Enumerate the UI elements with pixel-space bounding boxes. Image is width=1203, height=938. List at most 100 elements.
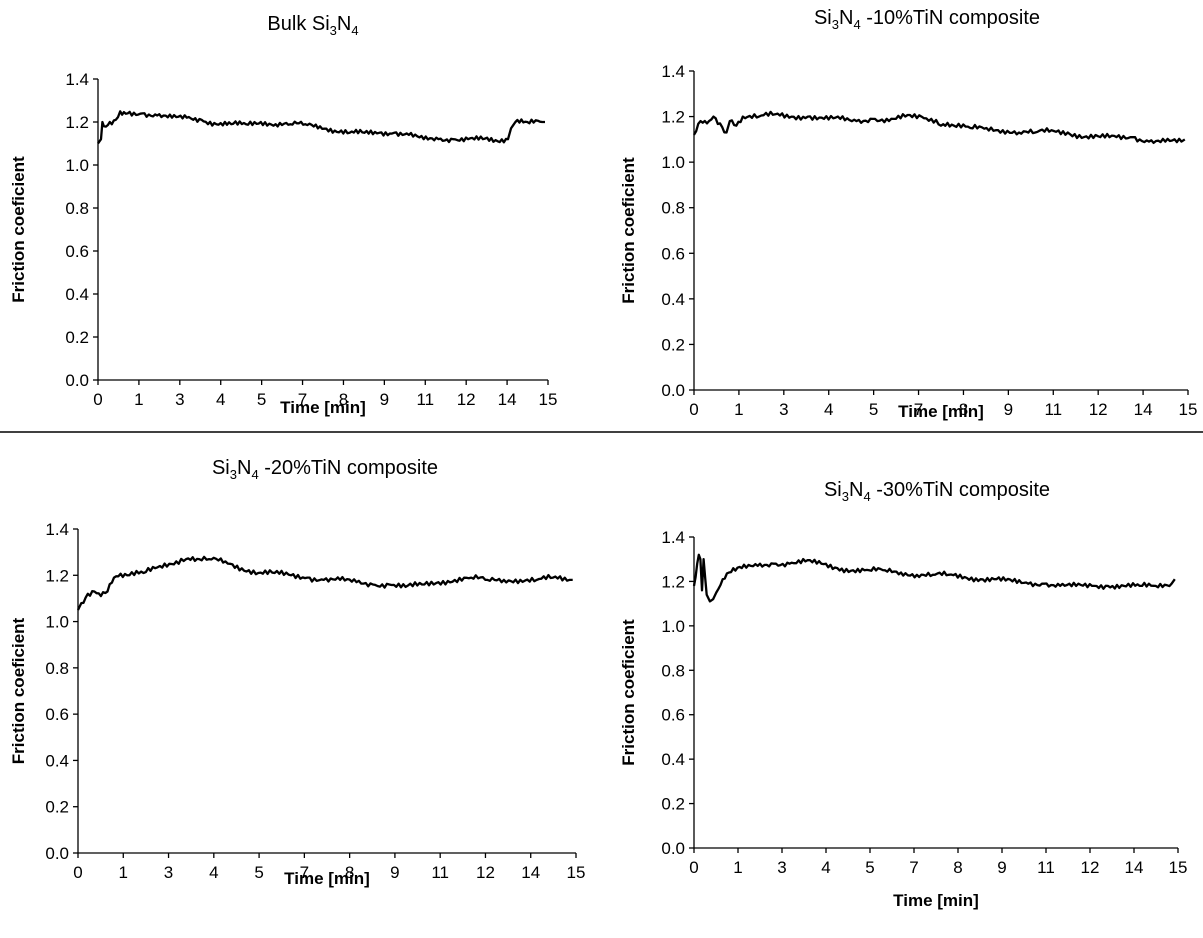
title-part: N	[237, 457, 251, 479]
x-tick-label: 12	[457, 390, 476, 409]
y-tick-label: 0.6	[65, 242, 89, 261]
y-tick-label: 0.8	[45, 659, 69, 678]
x-tick-label: 5	[869, 400, 878, 419]
series-line	[692, 553, 1176, 603]
chart-title: Si3N4 -10%TiN composite	[814, 7, 1040, 32]
chart-title: Si3N4 -30%TiN composite	[824, 479, 1050, 504]
title-part: N	[839, 7, 853, 29]
x-tick-label: 8	[345, 863, 354, 882]
x-tick-label: 7	[914, 400, 923, 419]
title-subscript: 3	[842, 489, 849, 504]
x-tick-label: 8	[339, 390, 348, 409]
x-tick-label: 8	[953, 858, 962, 877]
chart-title: Bulk Si3N4	[267, 13, 358, 38]
chart-panel-30-tin: Si3N4 -30%TiN composite0.00.20.40.60.81.…	[619, 479, 1187, 910]
x-tick-label: 1	[119, 863, 128, 882]
y-tick-label: 0.2	[45, 798, 69, 817]
x-tick-label: 5	[257, 390, 266, 409]
x-tick-label: 14	[521, 863, 540, 882]
title-part: -20%TiN composite	[259, 457, 438, 479]
series-line	[693, 110, 1186, 145]
y-tick-label: 1.4	[65, 70, 89, 89]
x-tick-label: 9	[380, 390, 389, 409]
x-tick-label: 11	[1037, 858, 1055, 877]
y-tick-label: 0.8	[661, 661, 685, 680]
y-tick-label: 1.0	[45, 613, 69, 632]
x-tick-label: 3	[175, 390, 184, 409]
series-line	[97, 110, 545, 145]
y-tick-label: 0.2	[65, 328, 89, 347]
y-tick-label: 1.2	[45, 566, 69, 585]
x-tick-label: 1	[733, 858, 742, 877]
x-tick-label: 0	[689, 858, 698, 877]
y-tick-label: 1.2	[661, 572, 685, 591]
y-tick-label: 0.8	[65, 199, 89, 218]
y-tick-label: 1.4	[661, 62, 685, 81]
title-subscript: 3	[230, 467, 237, 482]
y-tick-label: 0.4	[661, 750, 685, 769]
y-tick-label: 0.0	[661, 839, 685, 858]
y-tick-label: 0.6	[661, 244, 685, 263]
title-part: Si	[814, 7, 832, 29]
y-tick-label: 1.2	[661, 108, 685, 127]
y-tick-label: 0.4	[45, 751, 69, 770]
y-tick-label: 0.4	[65, 285, 89, 304]
x-tick-label: 14	[1125, 858, 1144, 877]
title-part: Si	[212, 457, 230, 479]
y-tick-label: 0.8	[661, 199, 685, 218]
title-part: N	[849, 479, 863, 501]
x-tick-label: 4	[824, 400, 833, 419]
title-part: Bulk Si	[267, 13, 329, 35]
y-axis-label: Friction coeficient	[9, 156, 28, 303]
y-tick-label: 0.0	[65, 371, 89, 390]
y-tick-label: 1.0	[661, 153, 685, 172]
y-tick-label: 1.2	[65, 113, 89, 132]
x-axis-label: Time [min]	[893, 891, 979, 910]
x-tick-label: 3	[777, 858, 786, 877]
x-tick-label: 15	[1179, 400, 1198, 419]
x-tick-label: 9	[1004, 400, 1013, 419]
x-tick-label: 4	[209, 863, 218, 882]
title-part: N	[337, 13, 351, 35]
x-tick-label: 0	[73, 863, 82, 882]
x-tick-label: 5	[865, 858, 874, 877]
x-tick-label: 4	[216, 390, 225, 409]
x-tick-label: 0	[93, 390, 102, 409]
x-tick-label: 4	[821, 858, 830, 877]
y-tick-label: 1.0	[661, 617, 685, 636]
x-tick-label: 1	[134, 390, 143, 409]
series-line	[76, 555, 573, 611]
x-tick-label: 11	[416, 390, 434, 409]
title-part: -10%TiN composite	[861, 7, 1040, 29]
title-subscript: 4	[863, 489, 870, 504]
title-part: Si	[824, 479, 842, 501]
y-tick-label: 1.4	[661, 528, 685, 547]
title-subscript: 4	[853, 17, 860, 32]
y-axis-label: Friction coeficient	[619, 619, 638, 766]
y-axis-label: Friction coeficient	[619, 157, 638, 304]
chart-panel-20-tin: Si3N4 -20%TiN composite0.00.20.40.60.81.…	[9, 457, 585, 888]
x-tick-label: 9	[390, 863, 399, 882]
y-tick-label: 0.6	[661, 706, 685, 725]
title-subscript: 3	[832, 17, 839, 32]
y-tick-label: 0.6	[45, 705, 69, 724]
title-subscript: 4	[351, 23, 358, 38]
x-tick-label: 0	[689, 400, 698, 419]
x-tick-label: 7	[300, 863, 309, 882]
x-tick-label: 14	[1134, 400, 1153, 419]
x-tick-label: 7	[909, 858, 918, 877]
x-tick-label: 12	[1081, 858, 1100, 877]
x-axis-label: Time [min]	[898, 402, 984, 421]
title-part: -30%TiN composite	[871, 479, 1050, 501]
x-tick-label: 12	[476, 863, 495, 882]
y-tick-label: 0.2	[661, 335, 685, 354]
x-tick-label: 7	[298, 390, 307, 409]
x-tick-label: 1	[734, 400, 743, 419]
chart-title: Si3N4 -20%TiN composite	[212, 457, 438, 482]
x-tick-label: 15	[1169, 858, 1188, 877]
y-tick-label: 0.4	[661, 290, 685, 309]
y-axis-label: Friction coeficient	[9, 617, 28, 764]
x-tick-label: 9	[997, 858, 1006, 877]
